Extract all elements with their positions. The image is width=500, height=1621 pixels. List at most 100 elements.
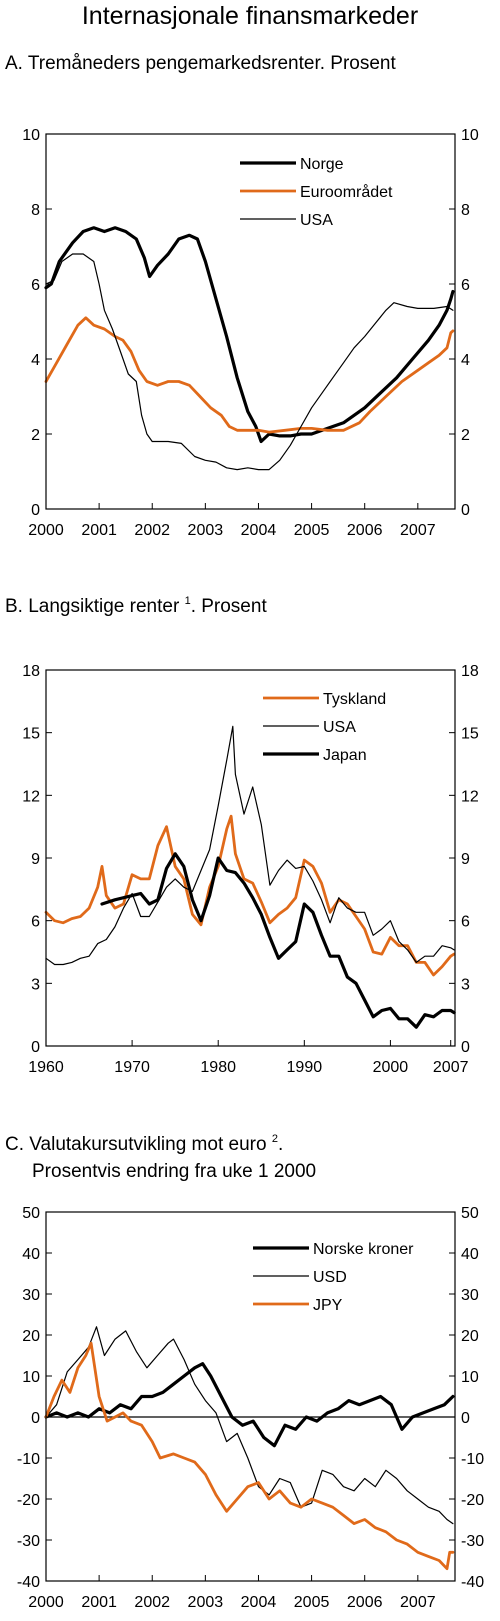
series-line-tyskland bbox=[44, 814, 456, 977]
x-tick-label: 2000 bbox=[28, 522, 64, 539]
panel-title-suffix: . Prosent bbox=[190, 596, 267, 617]
panel-letter: A. bbox=[5, 53, 28, 74]
y-tick-label-left: 0 bbox=[31, 1410, 40, 1427]
series-line-norske-kroner bbox=[44, 1362, 455, 1448]
x-tick-label: 1990 bbox=[287, 1059, 323, 1076]
panel-title-text: Tremåneders pengemarkedsrenter. Prosent bbox=[27, 53, 396, 74]
x-tick-label: 2004 bbox=[241, 1594, 277, 1611]
y-tick-label-right: 0 bbox=[461, 502, 470, 519]
y-tick-label-left: 15 bbox=[22, 726, 40, 743]
x-tick-label: 2003 bbox=[188, 1594, 224, 1611]
y-tick-label-left: -10 bbox=[17, 1451, 40, 1468]
legend-label: Norske kroner bbox=[313, 1241, 414, 1258]
y-tick-label-right: 2 bbox=[461, 427, 470, 444]
y-tick-label-left: 9 bbox=[31, 851, 40, 868]
legend-label: USD bbox=[313, 1269, 347, 1286]
legend: Norske kroner USD JPY bbox=[253, 1241, 414, 1314]
series-line-euroomr-det bbox=[44, 316, 455, 434]
plot-frame bbox=[45, 669, 456, 1047]
y-tick-label-left: 20 bbox=[22, 1328, 40, 1345]
page-title: Internasjonale finansmarkeder bbox=[81, 2, 419, 30]
legend: Tyskland USA Japan bbox=[263, 691, 386, 764]
y-tick-label-right: 0 bbox=[461, 1039, 470, 1056]
y-tick-label-left: 30 bbox=[22, 1287, 40, 1304]
y-tick-label-right: 30 bbox=[461, 1287, 479, 1304]
legend: Norge Euroområdet USA bbox=[240, 156, 393, 229]
y-tick-label-left: 8 bbox=[31, 202, 40, 219]
y-tick-label-left: 10 bbox=[22, 127, 40, 144]
series-line-usa bbox=[45, 725, 455, 966]
footnote-marker: 2 bbox=[271, 1133, 278, 1145]
y-tick-label-right: 20 bbox=[461, 1328, 479, 1345]
legend-label: Norge bbox=[300, 156, 344, 173]
y-tick-label-left: 3 bbox=[31, 976, 40, 993]
chart-svg-c: -40 -40 -30 -30 -20 -20 -10 -10 0 0 10 10 20 20 30 30 40… bbox=[17, 1205, 484, 1611]
series-line-usd bbox=[45, 1326, 454, 1525]
x-tick-label: 2006 bbox=[347, 522, 383, 539]
y-tick-label-right: 15 bbox=[461, 726, 479, 743]
y-tick-label-left: 6 bbox=[31, 277, 40, 294]
y-tick-label-right: 12 bbox=[461, 788, 479, 805]
x-tick-label: 2007 bbox=[400, 1594, 436, 1611]
x-tick-label: 2007 bbox=[400, 522, 436, 539]
y-tick-label-left: 6 bbox=[31, 914, 40, 931]
panel-title-text: Langsiktige renter bbox=[28, 596, 180, 617]
y-tick-label-left: 12 bbox=[22, 788, 40, 805]
x-tick-label: 1960 bbox=[28, 1059, 64, 1076]
legend-label: USA bbox=[300, 212, 333, 229]
y-tick-label-right: 9 bbox=[461, 851, 470, 868]
y-tick-label-left: -20 bbox=[17, 1492, 40, 1509]
x-tick-label: 2003 bbox=[188, 522, 224, 539]
x-tick-label: 2005 bbox=[294, 522, 330, 539]
y-tick-label-left: 4 bbox=[31, 352, 40, 369]
footnote-marker: 1 bbox=[184, 595, 191, 607]
y-tick-label-right: 6 bbox=[461, 277, 470, 294]
x-tick-label: 1970 bbox=[114, 1059, 150, 1076]
y-tick-label-right: 50 bbox=[461, 1205, 479, 1222]
chart-svg-a: 0 0 2 2 4 4 6 6 8 8 10 10 2000 2001 2002 2003 2004 2005 20… bbox=[22, 127, 479, 539]
y-tick-label-left: 0 bbox=[31, 1039, 40, 1056]
panel-title-text: Valutakursutvikling mot euro bbox=[29, 1134, 267, 1155]
legend-label: USA bbox=[323, 719, 356, 736]
panel-title: A. Tremåneders pengemarkedsrenter. Prose… bbox=[5, 50, 396, 77]
legend-label: Japan bbox=[323, 747, 367, 764]
y-tick-label-right: 40 bbox=[461, 1246, 479, 1263]
chart-panel-a: A. Tremåneders pengemarkedsrenter. Prose… bbox=[0, 44, 500, 549]
y-tick-label-right: -30 bbox=[461, 1533, 484, 1550]
panel-title: B. Langsiktige renter 1. Prosent bbox=[5, 588, 267, 620]
y-tick-label-left: 40 bbox=[22, 1246, 40, 1263]
y-tick-label-left: 50 bbox=[22, 1205, 40, 1222]
panel-title: C. Valutakursutvikling mot euro 2. Prosen… bbox=[5, 1126, 316, 1185]
y-tick-label-right: 8 bbox=[461, 202, 470, 219]
series-line-jpy bbox=[44, 1341, 455, 1571]
x-tick-label: 2004 bbox=[241, 522, 277, 539]
legend-label: Tyskland bbox=[323, 691, 386, 708]
panel-subtitle: Prosentvis endring fra uke 1 2000 bbox=[32, 1161, 317, 1182]
y-tick-label-right: 10 bbox=[461, 127, 479, 144]
panel-letter: C. bbox=[5, 1134, 30, 1155]
y-tick-label-right: -20 bbox=[461, 1492, 484, 1509]
series-line-usa bbox=[45, 253, 454, 471]
x-tick-label: 2000 bbox=[373, 1059, 409, 1076]
legend-label: JPY bbox=[313, 1297, 343, 1314]
x-tick-label: 2001 bbox=[81, 1594, 117, 1611]
legend-label: Euroområdet bbox=[300, 183, 393, 201]
chart-svg-b: 0 0 3 3 6 6 9 9 12 12 15 15 18 18 1960 1970 1980 1990 2000… bbox=[22, 663, 479, 1076]
y-tick-label-right: 3 bbox=[461, 976, 470, 993]
y-tick-label-left: 2 bbox=[31, 427, 40, 444]
panel-letter: B. bbox=[5, 596, 29, 617]
x-tick-label: 2000 bbox=[28, 1594, 64, 1611]
y-tick-label-right: 0 bbox=[461, 1410, 470, 1427]
plot-frame bbox=[45, 1211, 456, 1582]
y-tick-label-left: 0 bbox=[31, 502, 40, 519]
y-tick-label-right: 18 bbox=[461, 663, 479, 680]
y-tick-label-right: 4 bbox=[461, 352, 470, 369]
x-tick-label: 2007 bbox=[433, 1059, 469, 1076]
x-tick-label: 2005 bbox=[294, 1594, 330, 1611]
x-tick-label: 2001 bbox=[81, 522, 117, 539]
chart-panel-b: B. Langsiktige renter 1. Prosent 0 0 3 3 6 6 9 9… bbox=[0, 582, 500, 1086]
y-tick-label-left: 18 bbox=[22, 663, 40, 680]
y-tick-label-left: 10 bbox=[22, 1369, 40, 1386]
series-line-norge bbox=[44, 226, 455, 444]
